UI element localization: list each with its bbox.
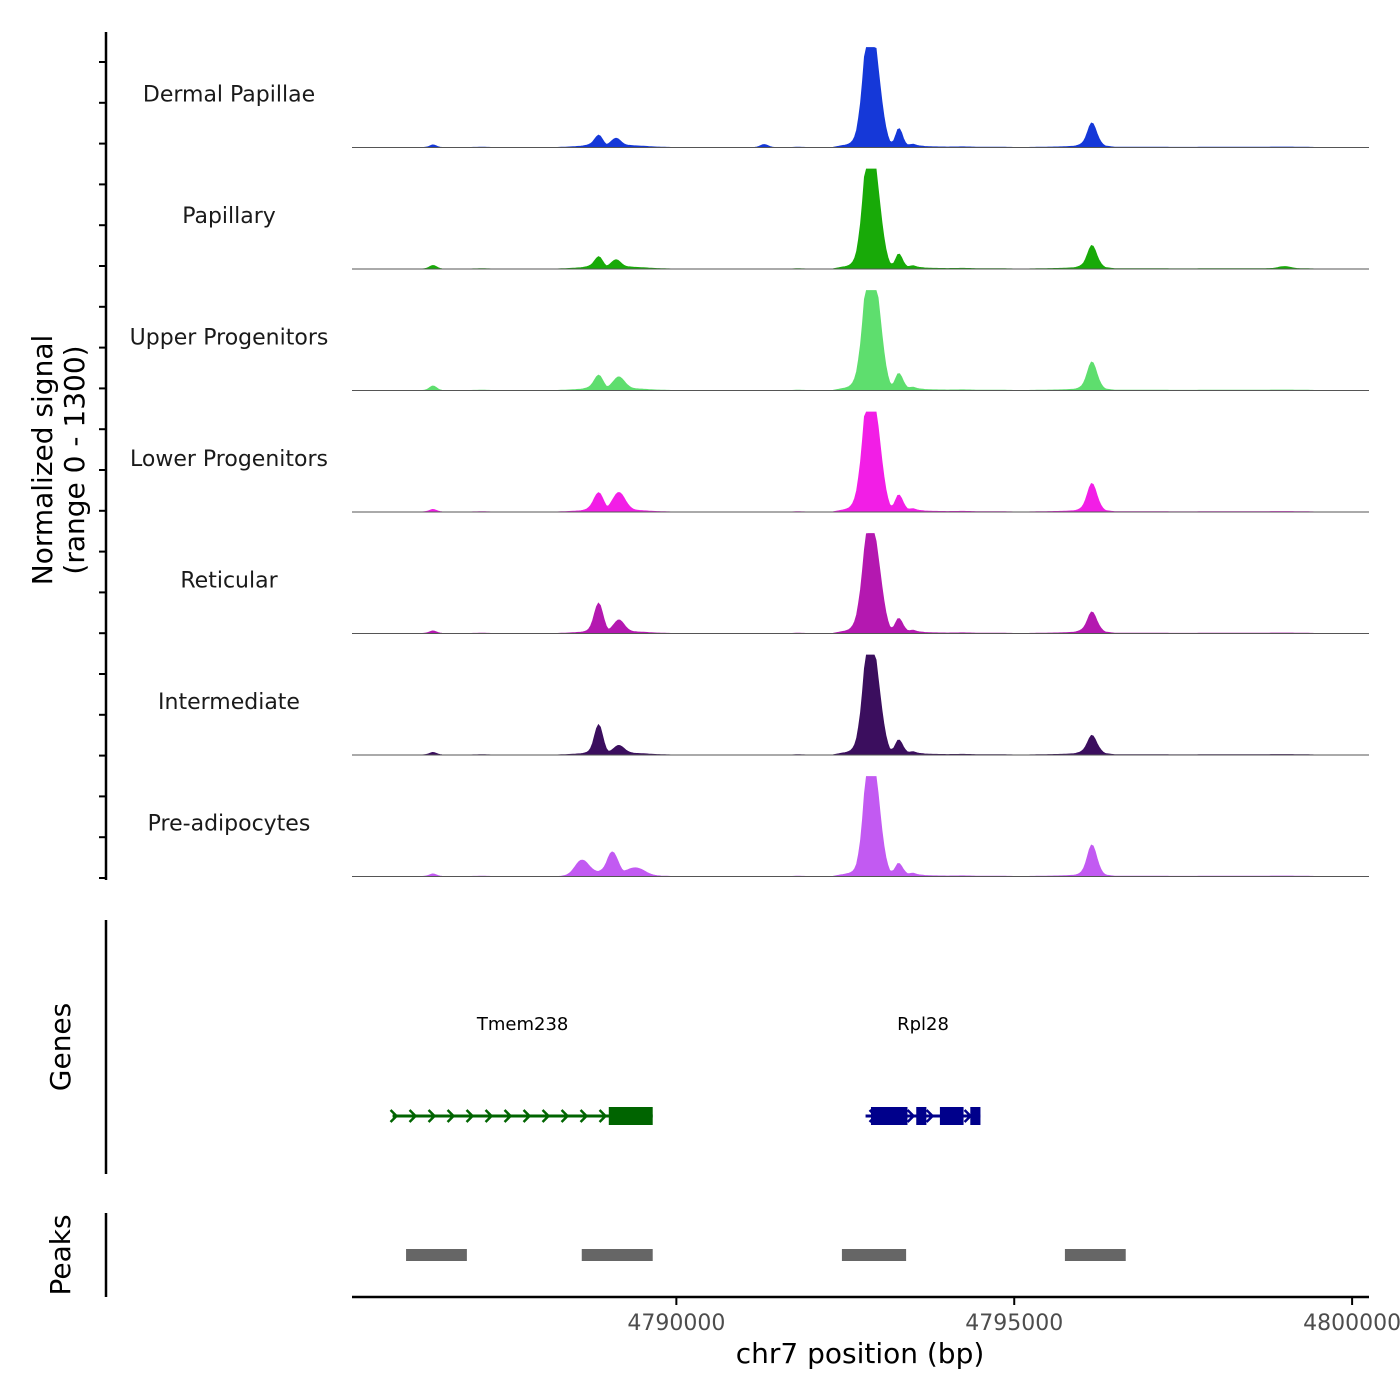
- track-label-papillary: Papillary: [182, 204, 276, 229]
- track-label-pre-adipocytes: Pre-adipocytes: [148, 812, 311, 837]
- gene-tmem238: Tmem238: [389, 1014, 653, 1125]
- signal-area-lower-progenitors: [352, 411, 1369, 513]
- strand-arrow-icon: [598, 1109, 608, 1123]
- peak-region: [406, 1249, 467, 1261]
- strand-arrow-icon: [560, 1109, 570, 1123]
- peak-region: [581, 1249, 653, 1261]
- strand-arrow-icon: [408, 1109, 418, 1123]
- peaks-layer: [406, 1249, 1126, 1261]
- strand-arrow-icon: [484, 1109, 494, 1123]
- genes-track-title: Genes: [44, 1003, 77, 1091]
- peak-region: [1064, 1249, 1126, 1261]
- x-ticks: 4790000 4795000 4800000: [627, 1297, 1400, 1336]
- strand-arrow-icon: [541, 1109, 551, 1123]
- signal-area-dermal-papillae: [352, 47, 1369, 148]
- track-label-intermediate: Intermediate: [158, 690, 300, 715]
- signal-area-reticular: [352, 533, 1369, 634]
- track-pre-adipocytes: Pre-adipocytes: [148, 776, 1369, 877]
- track-label-lower-progenitors: Lower Progenitors: [130, 447, 328, 472]
- track-dermal-papillae: Dermal Papillae: [143, 47, 1369, 148]
- signal-area-upper-progenitors: [352, 290, 1369, 391]
- strand-arrow-icon: [446, 1109, 456, 1123]
- strand-arrow-icon: [465, 1109, 475, 1123]
- strand-arrow-icon: [427, 1109, 437, 1123]
- signal-area-papillary: [352, 168, 1369, 270]
- y-axis-title-line2: (range 0 - 1300): [58, 345, 91, 574]
- coverage-y-ticks: [99, 61, 106, 879]
- strand-arrow-icon: [925, 1109, 935, 1123]
- signal-area-pre-adipocytes: [352, 776, 1369, 877]
- gene-rpl28: Rpl28: [865, 1014, 981, 1125]
- y-axis-title-line1: Normalized signal: [26, 335, 59, 586]
- peaks-track-title: Peaks: [44, 1214, 77, 1295]
- gene-label-rpl28: Rpl28: [897, 1014, 949, 1035]
- track-label-dermal-papillae: Dermal Papillae: [143, 83, 315, 108]
- gene-exon: [916, 1107, 927, 1125]
- track-lower-progenitors: Lower Progenitors: [130, 411, 1369, 513]
- gene-exon: [608, 1107, 653, 1125]
- track-reticular: Reticular: [180, 533, 1369, 634]
- gene-exon: [939, 1107, 964, 1125]
- gene-exon: [870, 1107, 908, 1125]
- gene-label-tmem238: Tmem238: [476, 1014, 569, 1035]
- signal-area-intermediate: [352, 654, 1369, 756]
- strand-arrow-icon: [522, 1109, 532, 1123]
- strand-arrow-icon: [389, 1109, 399, 1123]
- strand-arrow-icon: [503, 1109, 513, 1123]
- gene-exon: [970, 1107, 981, 1125]
- strand-arrow-icon: [579, 1109, 589, 1123]
- peak-region: [841, 1249, 907, 1261]
- track-label-upper-progenitors: Upper Progenitors: [130, 326, 329, 351]
- genes-layer: Tmem238 Rpl28: [389, 1014, 981, 1125]
- track-label-reticular: Reticular: [180, 569, 278, 594]
- track-papillary: Papillary: [182, 168, 1369, 270]
- x-axis-title: chr7 position (bp): [736, 1337, 985, 1370]
- coverage-tracks: Dermal Papillae Papillary Upper Progenitor…: [130, 47, 1369, 877]
- x-tick-label: 4800000: [1303, 1311, 1400, 1336]
- x-tick-label: 4790000: [627, 1311, 725, 1336]
- track-intermediate: Intermediate: [158, 654, 1369, 756]
- x-tick-label: 4795000: [965, 1311, 1063, 1336]
- track-upper-progenitors: Upper Progenitors: [130, 290, 1369, 391]
- strand-arrow-icon: [906, 1109, 916, 1123]
